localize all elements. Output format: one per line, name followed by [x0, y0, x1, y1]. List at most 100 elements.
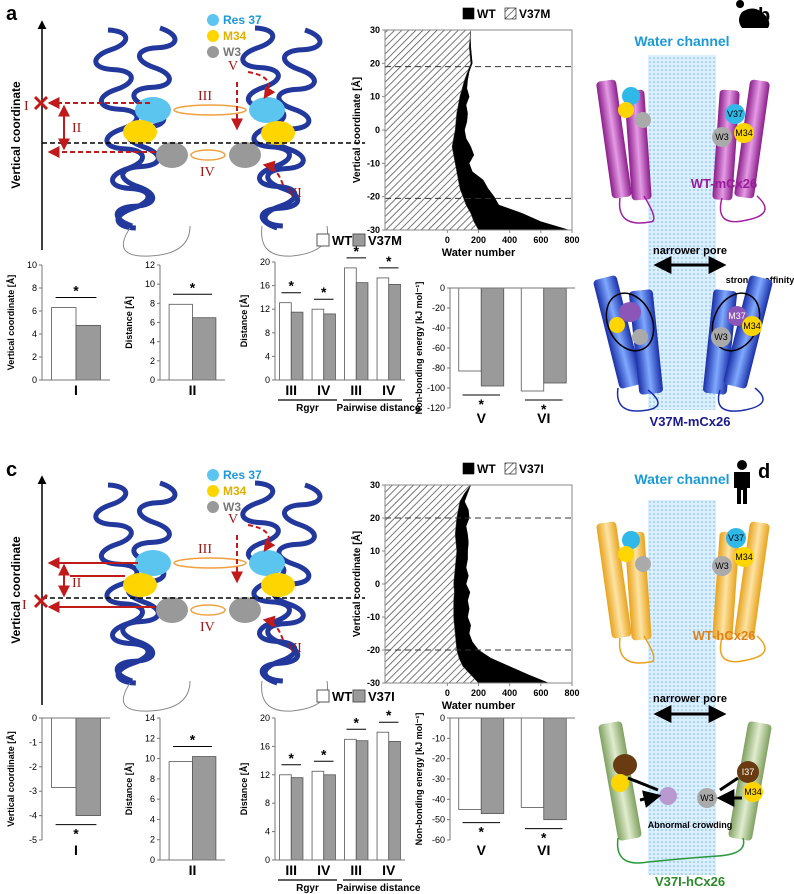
legend-swatch: [504, 7, 517, 20]
legend-label: W3: [223, 45, 241, 59]
crowding-arrow: [627, 776, 658, 800]
bar: [168, 303, 193, 381]
y-tick-label: 20: [370, 513, 380, 523]
significance-label: *: [386, 707, 392, 723]
y-tick-label: 0: [265, 375, 270, 385]
step-label: IV: [200, 620, 215, 635]
y-tick-label: 8: [265, 328, 270, 338]
res37: [249, 550, 285, 576]
y-axis-label: Distance [Å]: [239, 295, 249, 348]
legend-swatch: [504, 462, 517, 475]
x-tick-label: 800: [564, 688, 579, 698]
x-tick-label: IV: [382, 862, 396, 878]
y-tick-label: 6: [150, 794, 155, 804]
m34: [123, 120, 157, 144]
y-tick-label: 4: [265, 351, 270, 361]
legend-swatch: [462, 462, 475, 475]
bar: [323, 313, 336, 381]
x-tick-label: V: [477, 842, 487, 858]
significance-label: *: [541, 401, 547, 417]
residue-label: W3: [715, 132, 729, 142]
legend-label: WT: [477, 462, 496, 476]
step-label: III: [198, 89, 212, 104]
y-tick-label: 16: [260, 741, 270, 751]
y-tick-label: 12: [260, 770, 270, 780]
bar: [376, 731, 390, 861]
loop: [618, 635, 766, 664]
step-label: II: [72, 121, 82, 136]
y-tick-label: 2: [32, 352, 37, 362]
y-tick-label: -60: [432, 835, 445, 845]
residue-label: M34: [743, 321, 761, 331]
x-tick-label: 600: [533, 235, 548, 245]
legend-swatch: [207, 469, 219, 481]
legend-label: Res 37: [223, 13, 262, 27]
residue-label: W3: [700, 793, 714, 803]
water-profile: [384, 484, 480, 684]
res37: [622, 531, 640, 549]
legend-swatch: [316, 689, 330, 703]
y-tick-label: -5: [29, 835, 37, 845]
y-tick-label: 20: [260, 257, 270, 267]
legend-label: Res 37: [223, 468, 262, 482]
y-tick-label: -30: [432, 774, 445, 784]
arrow: [247, 524, 276, 553]
y-tick-label: 6: [32, 306, 37, 316]
group-label: Rgyr: [296, 403, 319, 414]
res37: [619, 302, 641, 322]
w3: [156, 597, 188, 623]
bar: [458, 717, 482, 810]
legend-swatch: [207, 485, 219, 497]
y-tick-label: 16: [260, 281, 270, 291]
legend-label: WT: [332, 689, 352, 704]
arrow: [262, 160, 284, 186]
schematic: Vertical coordinate I II III IV V VI Res…: [9, 468, 365, 712]
significance-label: *: [386, 253, 392, 269]
y-axis-label: Vertical coordinate [Å]: [350, 77, 363, 183]
helix-cylinder: [596, 521, 632, 639]
residue-label: M34: [744, 787, 762, 797]
w3: [632, 329, 648, 345]
axis-label: Vertical coordinate: [9, 536, 23, 644]
residue-label: V37: [728, 533, 744, 543]
w3: [711, 327, 731, 347]
panel-label: c: [6, 459, 17, 481]
x-tick-label: III: [350, 382, 362, 398]
y-axis-label: Distance [Å]: [124, 763, 134, 816]
legend-label: WT: [332, 233, 352, 248]
bar: [75, 324, 101, 381]
bar: [344, 267, 357, 381]
step-label: V: [228, 512, 238, 527]
bar: [355, 740, 369, 861]
legend-label: W3: [223, 500, 241, 514]
step-label: V: [228, 59, 238, 74]
y-tick-label: -20: [432, 303, 445, 313]
x-tick-label: 0: [445, 688, 450, 698]
m34: [734, 123, 754, 143]
step-label: II: [72, 576, 82, 591]
y-tick-label: -4: [29, 811, 37, 821]
bar: [51, 717, 77, 788]
res37: [135, 97, 171, 123]
y-tick-label: 0: [32, 375, 37, 385]
x-tick-label: I: [74, 842, 78, 858]
bar: [388, 741, 401, 861]
y-tick-label: 20: [260, 713, 270, 723]
y-tick-label: 2: [150, 356, 155, 366]
y-tick-label: 12: [260, 304, 270, 314]
bar: [458, 287, 482, 372]
m34: [611, 774, 629, 792]
water-channel: [648, 55, 716, 410]
mouse-icon: [736, 0, 770, 28]
interaction-ring: [190, 604, 226, 616]
y-tick-label: -10: [367, 158, 380, 168]
y-tick-label: 10: [370, 546, 380, 556]
m34: [261, 573, 295, 597]
significance-label: *: [190, 732, 196, 748]
y-tick-label: 30: [370, 480, 380, 490]
model-name: V37M-mCx26: [650, 414, 731, 429]
bar: [376, 277, 390, 381]
bar: [388, 284, 401, 381]
